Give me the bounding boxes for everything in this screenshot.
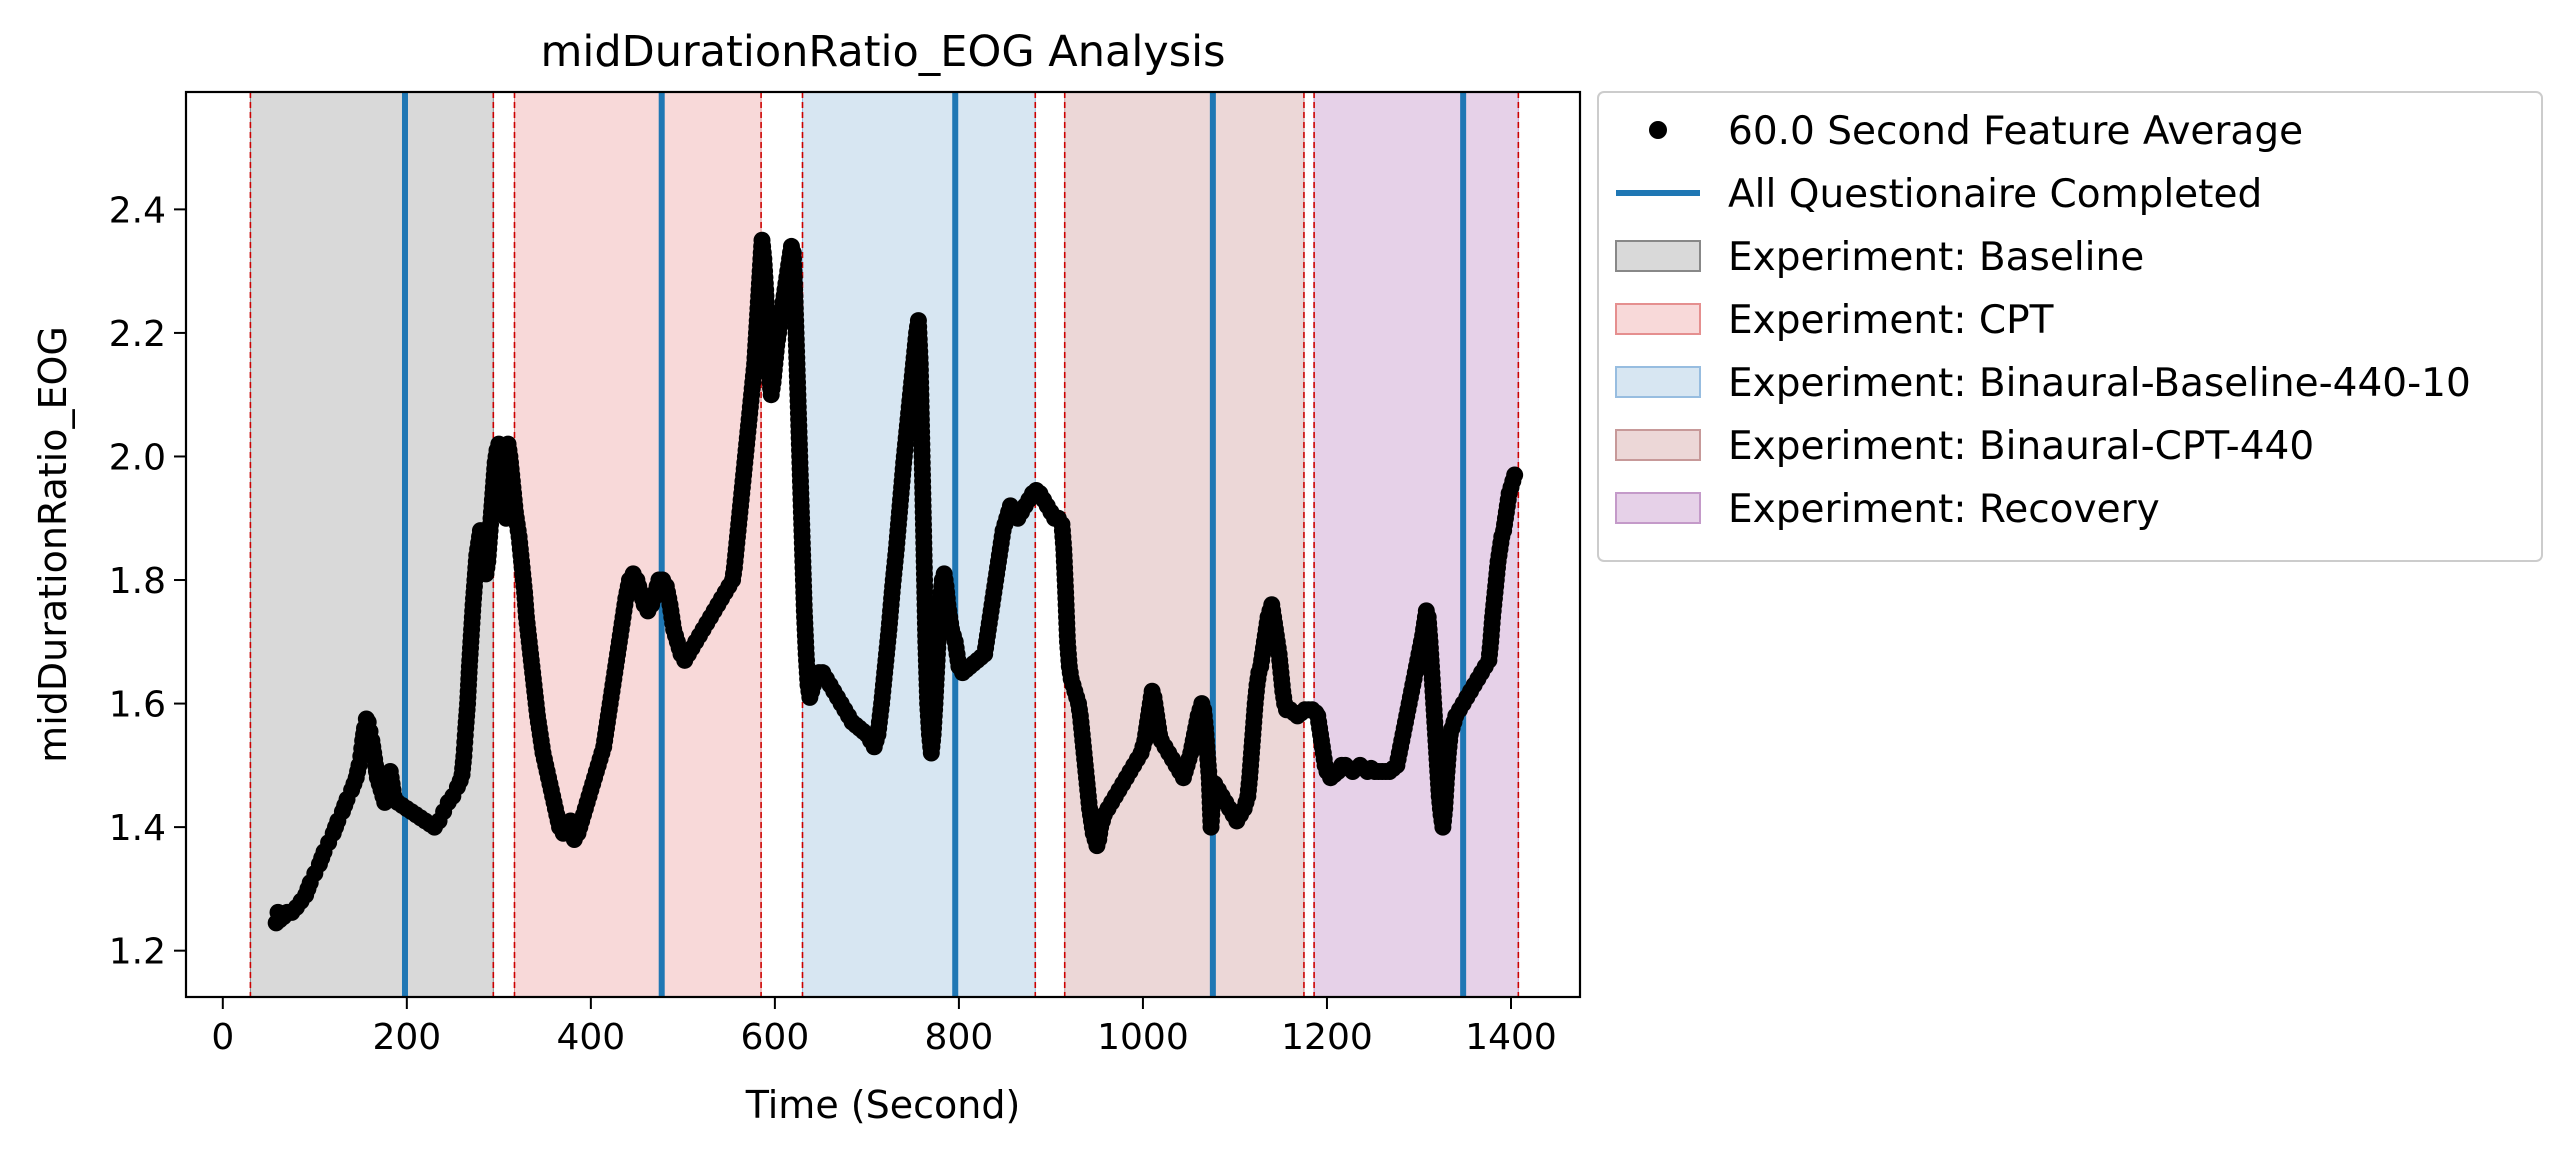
- y-tick-label-2: 1.6: [109, 685, 166, 726]
- legend-label-5: Experiment: Binaural-CPT-440: [1728, 424, 2314, 469]
- legend-patch-3: [1615, 303, 1701, 335]
- experiment-span-4: [1313, 91, 1519, 998]
- legend-label-2: Experiment: Baseline: [1728, 235, 2144, 280]
- legend-frame: [1597, 91, 2543, 562]
- y-tick-label-0: 1.2: [109, 932, 166, 973]
- legend: 60.0 Second Feature Average All Questiona…: [1597, 91, 2543, 562]
- y-tick-label-6: 2.4: [109, 190, 166, 231]
- y-tick-label-3: 1.8: [109, 561, 166, 602]
- legend-marker-0: [1649, 121, 1667, 139]
- x-tick-label-6: 1200: [1281, 1017, 1373, 1058]
- y-axis-ticks: 1.2 1.4 1.6 1.8 2.0 2.2 2.4: [109, 190, 186, 973]
- plot-frame: [184, 90, 1582, 999]
- legend-patch-2: [1615, 240, 1701, 272]
- x-axis-ticks: 0 200 400 600 800 1000 1200 1400: [211, 997, 1557, 1058]
- experiment-span-1: [513, 91, 762, 998]
- legend-label-6: Experiment: Recovery: [1728, 487, 2160, 532]
- experiment-span-3: [1064, 91, 1305, 998]
- legend-label-4: Experiment: Binaural-Baseline-440-10: [1728, 361, 2471, 406]
- x-tick-label-7: 1400: [1465, 1017, 1557, 1058]
- x-tick-label-3: 600: [741, 1017, 810, 1058]
- legend-label-0: 60.0 Second Feature Average: [1728, 109, 2303, 154]
- feature-average-points: [267, 231, 1524, 932]
- x-tick-label-2: 400: [556, 1017, 625, 1058]
- legend-patch-4: [1615, 366, 1701, 398]
- y-tick-label-4: 2.0: [109, 437, 166, 478]
- legend-patch-5: [1615, 429, 1701, 461]
- experiment-span-0: [249, 91, 494, 998]
- data-point-1076: [1506, 466, 1524, 484]
- y-axis-label: midDurationRatio_EOG: [31, 326, 75, 763]
- y-tick-label-5: 2.2: [109, 314, 166, 355]
- x-tick-label-1: 200: [372, 1017, 441, 1058]
- chart-title: midDurationRatio_EOG Analysis: [541, 27, 1226, 77]
- y-tick-label-1: 1.4: [109, 808, 166, 849]
- x-axis-label: Time (Second): [745, 1083, 1021, 1127]
- legend-label-1: All Questionaire Completed: [1728, 172, 2262, 217]
- x-tick-label-5: 1000: [1097, 1017, 1189, 1058]
- x-tick-label-0: 0: [211, 1017, 234, 1058]
- x-tick-label-4: 800: [925, 1017, 994, 1058]
- legend-label-3: Experiment: CPT: [1728, 298, 2054, 343]
- legend-patch-6: [1615, 492, 1701, 524]
- boundary-lines: [249, 92, 1520, 997]
- questionnaire-lines: [401, 92, 1467, 997]
- experiment-spans: [249, 91, 1519, 998]
